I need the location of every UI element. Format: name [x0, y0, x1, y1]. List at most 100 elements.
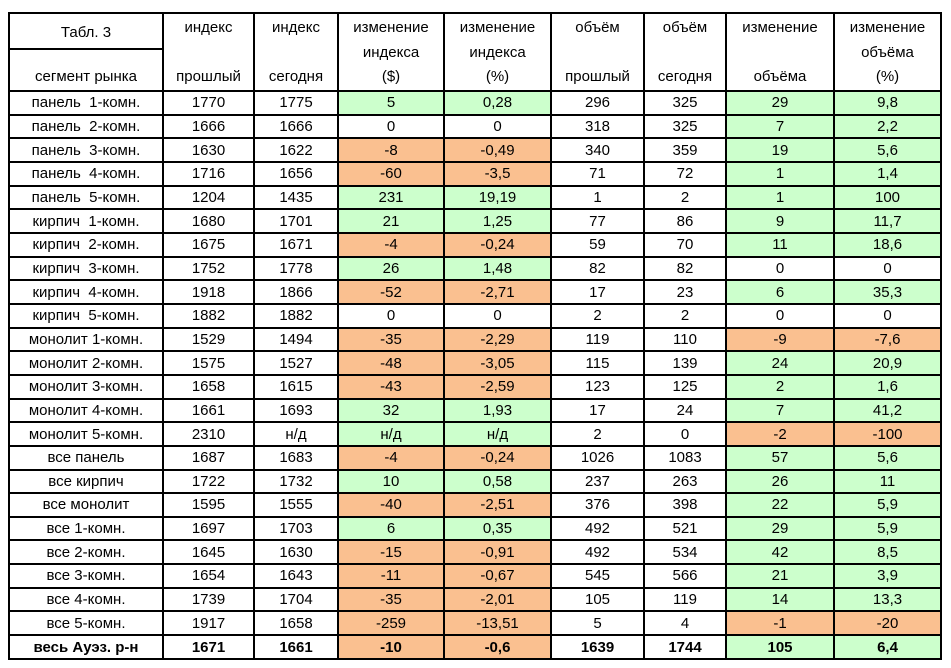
- header-line: изменение: [459, 19, 536, 36]
- table-row: панель 2-комн. 1666 1666 0 0 318 325 7 2…: [8, 113, 942, 140]
- cell-index-change-usd: -48: [337, 350, 445, 376]
- table-row: кирпич 4-комн. 1918 1866 -52 -2,71 17 23…: [8, 279, 942, 305]
- cell-index-change-usd: -4: [337, 231, 445, 258]
- cell-volume-change: 9: [725, 208, 835, 234]
- cell-volume-change-pct: -20: [833, 610, 942, 637]
- cell-segment: монолит 5-комн.: [8, 421, 164, 447]
- cell-volume-change-pct: 2,2: [833, 113, 942, 140]
- cell-index-today: 1701: [253, 208, 339, 234]
- cell-volume-prev: 376: [550, 492, 645, 518]
- cell-index-today: 1882: [253, 302, 339, 329]
- cell-index-prev: 1595: [162, 492, 255, 518]
- cell-index-today: 1778: [253, 255, 339, 282]
- column-header-index-change-pct: изменение индекса (%): [443, 12, 552, 92]
- cell-segment: все монолит: [8, 492, 164, 518]
- header-row: Табл. 3 сегмент рынка индекс прошлый инд…: [8, 12, 942, 92]
- cell-index-prev: 1675: [162, 231, 255, 258]
- cell-volume-prev: 5: [550, 610, 645, 637]
- cell-segment: монолит 3-комн.: [8, 373, 164, 400]
- cell-index-change-usd: -35: [337, 586, 445, 613]
- cell-index-change-usd: -259: [337, 610, 445, 637]
- cell-index-change-pct: -3,5: [443, 160, 552, 187]
- cell-volume-change-pct: -7,6: [833, 326, 942, 353]
- cell-volume-prev: 71: [550, 160, 645, 187]
- cell-index-change-usd: -4: [337, 444, 445, 471]
- cell-segment: все 3-комн.: [8, 563, 164, 589]
- cell-volume-change-pct: 0: [833, 255, 942, 282]
- cell-index-prev: 1654: [162, 563, 255, 589]
- cell-volume-today: 1744: [643, 634, 727, 660]
- cell-volume-change-pct: 1,4: [833, 160, 942, 187]
- cell-index-prev: 1722: [162, 468, 255, 495]
- table-row: кирпич 5-комн. 1882 1882 0 0 2 2 0 0: [8, 302, 942, 329]
- cell-index-change-pct: н/д: [443, 421, 552, 447]
- cell-volume-change: -9: [725, 326, 835, 353]
- table-row: монолит 1-комн. 1529 1494 -35 -2,29 119 …: [8, 326, 942, 353]
- cell-segment: монолит 2-комн.: [8, 350, 164, 376]
- table-row: кирпич 1-комн. 1680 1701 21 1,25 77 86 9…: [8, 208, 942, 234]
- cell-volume-change: 42: [725, 539, 835, 566]
- cell-volume-change-pct: 6,4: [833, 634, 942, 660]
- cell-volume-change-pct: 11: [833, 468, 942, 495]
- cell-volume-prev: 2: [550, 302, 645, 329]
- header-line: индекса: [469, 43, 526, 61]
- cell-index-prev: 1918: [162, 279, 255, 305]
- table-row: монолит 2-комн. 1575 1527 -48 -3,05 115 …: [8, 350, 942, 376]
- cell-volume-today: 566: [643, 563, 727, 589]
- header-line: объём: [662, 19, 708, 36]
- cell-index-change-usd: -43: [337, 373, 445, 400]
- cell-index-today: 1494: [253, 326, 339, 353]
- header-line: изменение: [353, 19, 429, 36]
- table-row: все 2-комн. 1645 1630 -15 -0,91 492 534 …: [8, 539, 942, 566]
- cell-segment: монолит 1-комн.: [8, 326, 164, 353]
- cell-volume-change: 0: [725, 302, 835, 329]
- cell-volume-prev: 123: [550, 373, 645, 400]
- cell-index-prev: 1661: [162, 397, 255, 424]
- column-header-index-today: индекс сегодня: [253, 12, 339, 92]
- cell-volume-prev: 296: [550, 90, 645, 116]
- cell-volume-change-pct: 5,9: [833, 515, 942, 542]
- cell-index-change-pct: -0,91: [443, 539, 552, 566]
- table-row: кирпич 3-комн. 1752 1778 26 1,48 82 82 0…: [8, 255, 942, 282]
- cell-volume-change-pct: 35,3: [833, 279, 942, 305]
- header-line: изменение: [742, 19, 818, 36]
- cell-volume-change: 19: [725, 137, 835, 163]
- column-header-index-prev: индекс прошлый: [162, 12, 255, 92]
- cell-volume-change: 7: [725, 113, 835, 140]
- cell-volume-today: 0: [643, 421, 727, 447]
- header-line: индекс: [272, 19, 320, 36]
- cell-volume-change-pct: 1,6: [833, 373, 942, 400]
- cell-volume-today: 82: [643, 255, 727, 282]
- table-row: все панель 1687 1683 -4 -0,24 1026 1083 …: [8, 444, 942, 471]
- cell-index-today: 1732: [253, 468, 339, 495]
- cell-segment: все 4-комн.: [8, 586, 164, 613]
- cell-volume-change: 6: [725, 279, 835, 305]
- column-header-volume-change-pct: изменение объёма (%): [833, 12, 942, 92]
- cell-index-change-pct: 0,58: [443, 468, 552, 495]
- cell-index-change-pct: -2,71: [443, 279, 552, 305]
- cell-volume-prev: 492: [550, 515, 645, 542]
- cell-index-today: 1703: [253, 515, 339, 542]
- cell-index-today: 1666: [253, 113, 339, 140]
- table-row: панель 1-комн. 1770 1775 5 0,28 296 325 …: [8, 90, 942, 116]
- cell-segment: все панель: [8, 444, 164, 471]
- cell-index-change-pct: -0,67: [443, 563, 552, 589]
- table-row: все монолит 1595 1555 -40 -2,51 376 398 …: [8, 492, 942, 518]
- cell-index-prev: 1882: [162, 302, 255, 329]
- cell-volume-change: -1: [725, 610, 835, 637]
- market-index-table: Табл. 3 сегмент рынка индекс прошлый инд…: [8, 12, 942, 660]
- cell-index-prev: 1697: [162, 515, 255, 542]
- table-row: все кирпич 1722 1732 10 0,58 237 263 26 …: [8, 468, 942, 495]
- cell-index-today: 1704: [253, 586, 339, 613]
- cell-index-prev: 1645: [162, 539, 255, 566]
- cell-index-change-usd: 0: [337, 113, 445, 140]
- cell-volume-today: 2: [643, 184, 727, 211]
- column-header-segment: Табл. 3 сегмент рынка: [8, 12, 164, 92]
- cell-volume-today: 534: [643, 539, 727, 566]
- cell-index-change-usd: 32: [337, 397, 445, 424]
- cell-index-change-pct: -0,24: [443, 231, 552, 258]
- header-line: прошлый: [176, 68, 241, 85]
- cell-volume-change: 2: [725, 373, 835, 400]
- cell-index-prev: 1739: [162, 586, 255, 613]
- cell-index-change-pct: 0,35: [443, 515, 552, 542]
